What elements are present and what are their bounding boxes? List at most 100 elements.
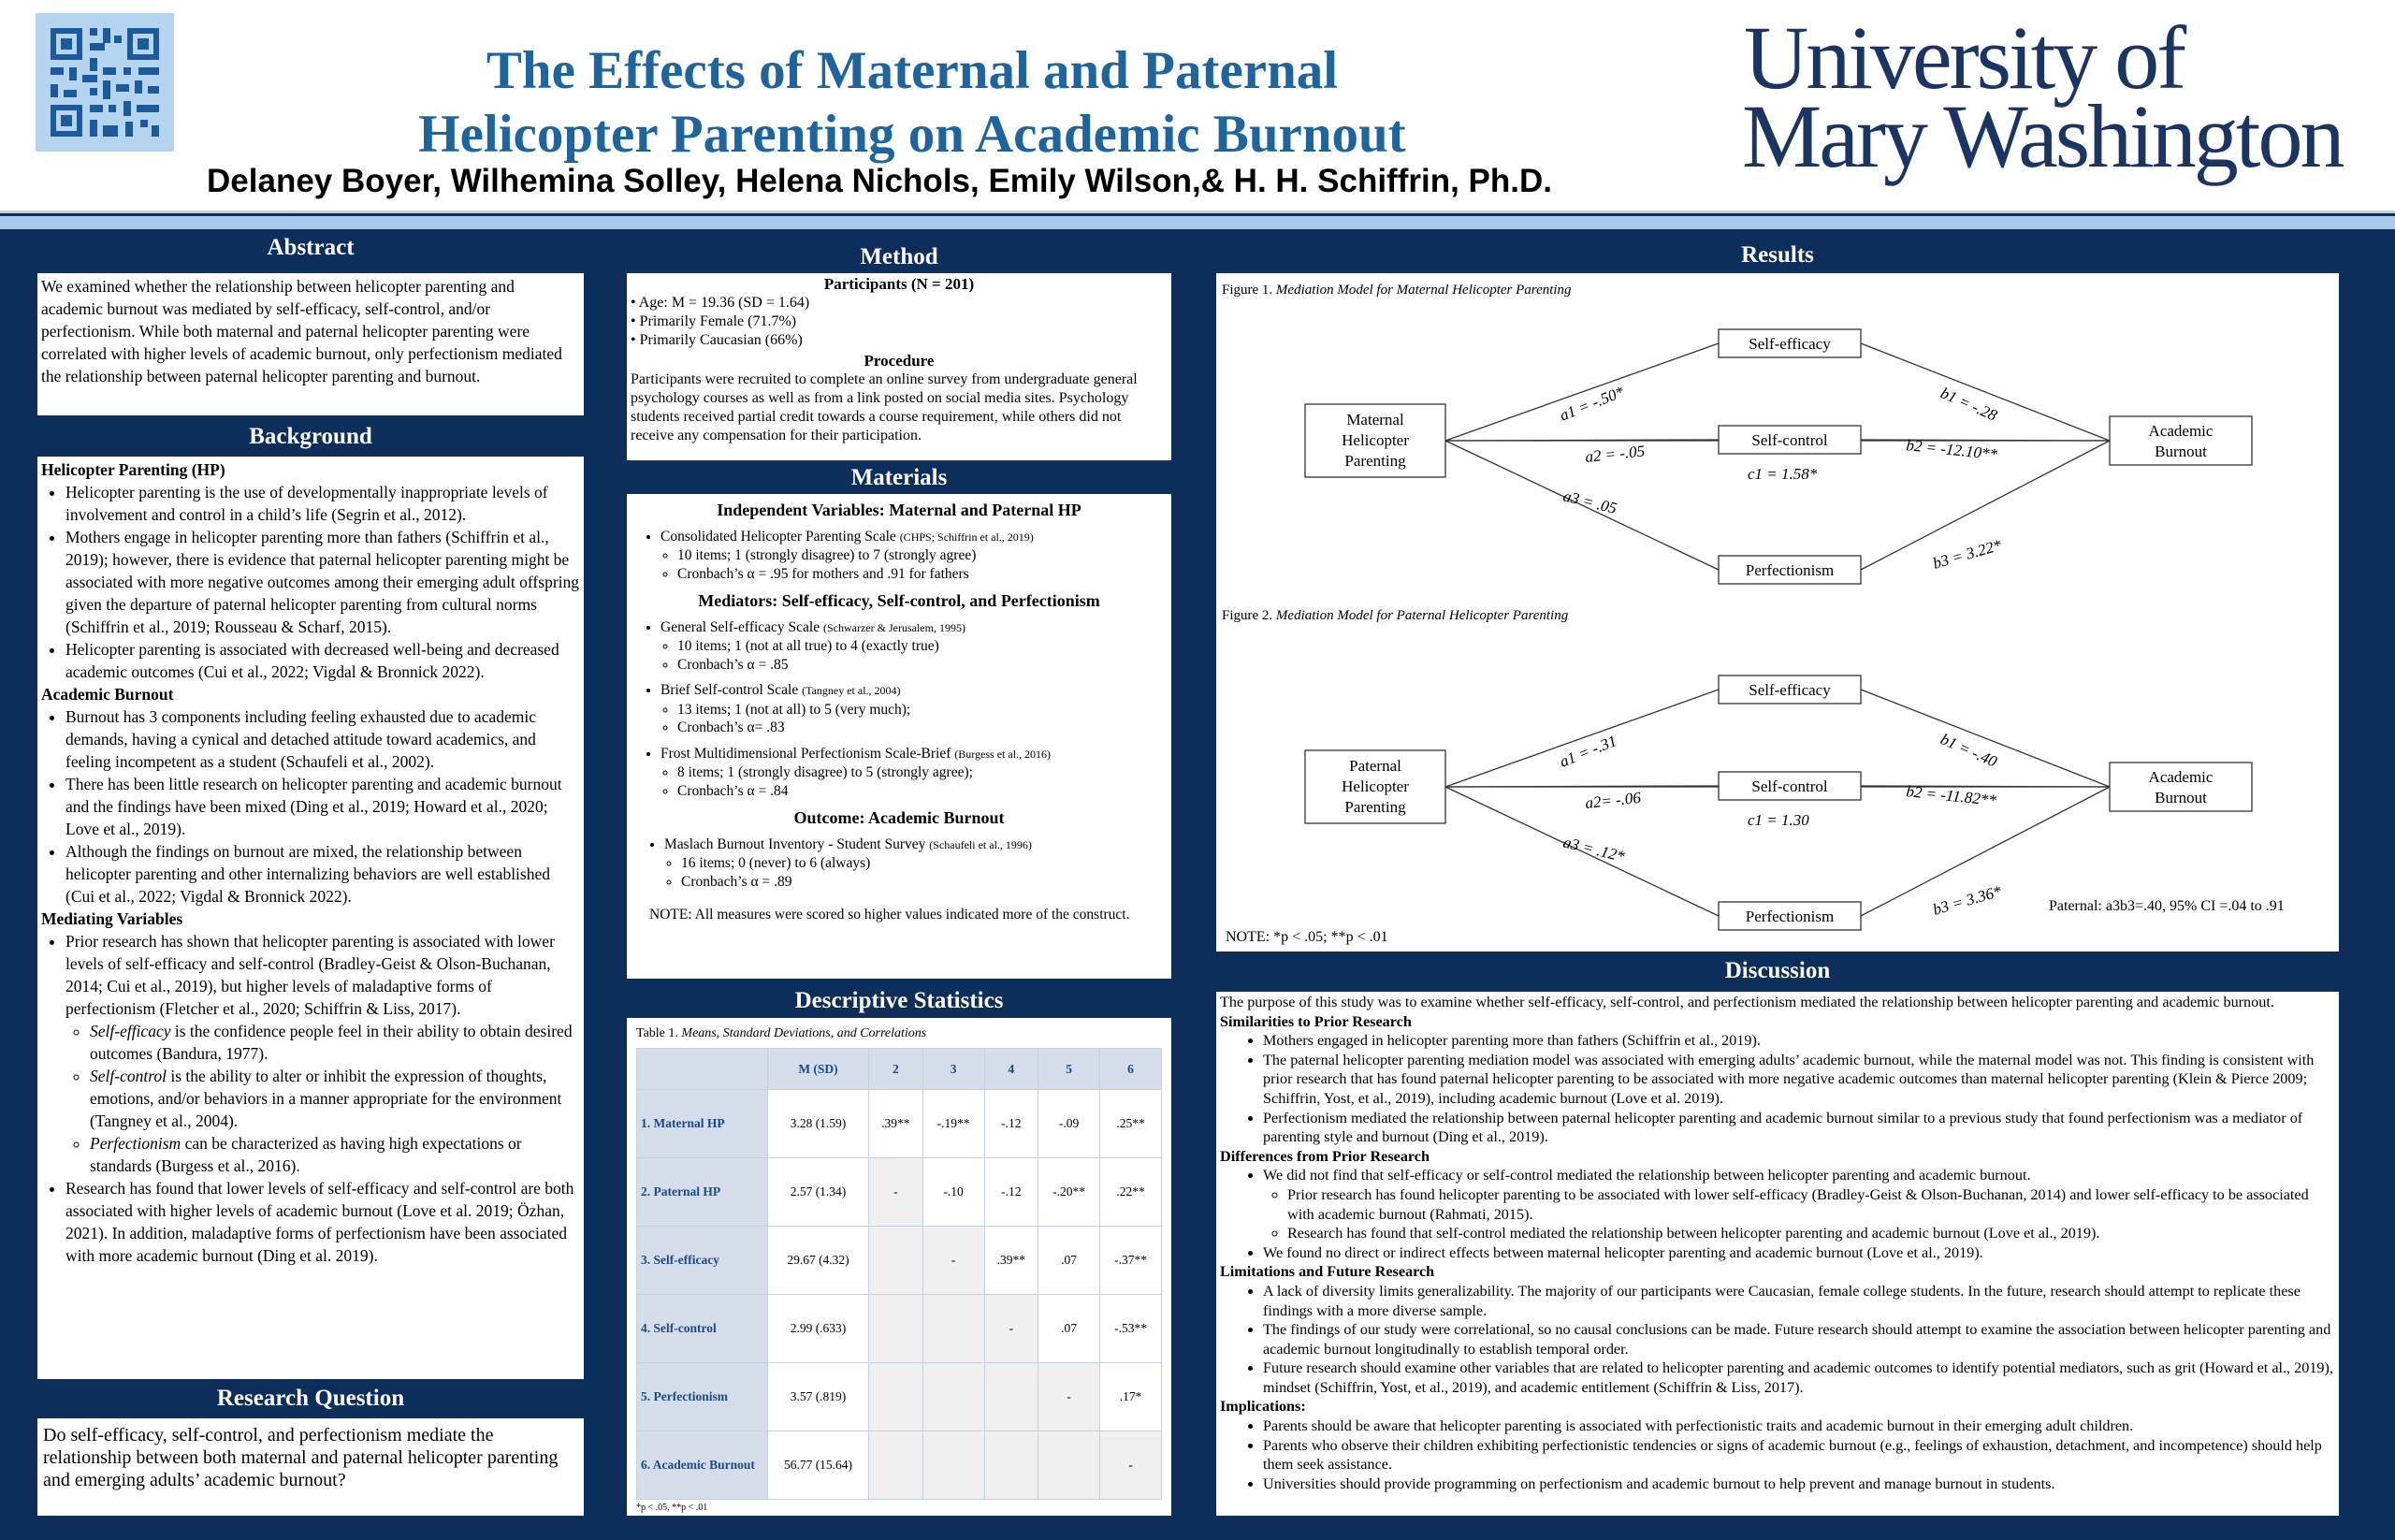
row-label: 1. Maternal HP — [636, 1089, 768, 1158]
list-item: The paternal helicopter parenting mediat… — [1263, 1051, 2335, 1109]
table-cell — [868, 1431, 923, 1500]
materials-note: NOTE: All measures were scored so higher… — [649, 907, 1130, 923]
outcome-label: Academic — [2149, 422, 2214, 440]
results-box: Figure 1. Mediation Model for Maternal H… — [1216, 273, 2339, 952]
descriptives-heading: Descriptive Statistics — [794, 988, 1004, 1013]
a2-coefficient: a2 = -.05 — [1584, 442, 1646, 466]
list-item: Prior research has found helicopter pare… — [1287, 1185, 2335, 1224]
mediator-box — [1718, 901, 1862, 931]
participant-item: • Primarily Female (71.7%) — [631, 313, 797, 329]
mediation-figures: Figure 1. Mediation Model for Maternal H… — [1222, 283, 2285, 945]
b3-coefficient: b3 = 3.36* — [1931, 882, 2004, 919]
table-cell: 2.99 (.633) — [767, 1294, 869, 1363]
table-cell — [868, 1294, 923, 1363]
background-heading: Background — [249, 424, 372, 449]
outcome-box — [2109, 762, 2253, 812]
outcome-title: Outcome: Academic Burnout — [793, 808, 1005, 827]
qr-code-icon[interactable] — [36, 13, 174, 152]
mediator-box — [1718, 555, 1862, 585]
b1-coefficient: b1 = -.28 — [1938, 384, 2000, 425]
iv-title: Independent Variables: Maternal and Pate… — [717, 501, 1081, 519]
outcome-label: Burnout — [2155, 443, 2207, 460]
list-item: Cronbach’s α = .85 — [677, 656, 1162, 675]
method-box: Participants (N = 201) • Age: M = 19.36 … — [627, 273, 1171, 460]
table-cell: .07 — [1038, 1226, 1101, 1295]
predictor-label: Paternal — [1349, 757, 1401, 775]
mediator-label: Perfectionism — [1746, 561, 1834, 579]
outcome-list: Maslach Burnout Inventory - Student Surv… — [636, 835, 1162, 892]
table-cell: .39** — [868, 1089, 923, 1158]
similarities-subtitle: Similarities to Prior Research — [1220, 1012, 1412, 1030]
list-item: There has been little research on helico… — [65, 773, 580, 840]
ab-list: Burnout has 3 components including feeli… — [41, 705, 580, 908]
abstract-box: We examined whether the relationship bet… — [37, 273, 584, 415]
table-cell — [868, 1226, 923, 1295]
list-item: Mothers engaged in helicopter parenting … — [1263, 1031, 2335, 1051]
b1-coefficient: b1 = -.40 — [1938, 730, 2000, 771]
list-item: Helicopter parenting is the use of devel… — [65, 481, 580, 526]
results-heading: Results — [1741, 242, 1814, 268]
list-item: Cronbach’s α = .84 — [677, 782, 1162, 801]
table-cell: - — [983, 1294, 1039, 1363]
list-item: Maslach Burnout Inventory - Student Surv… — [664, 835, 1162, 892]
table-cell: 29.67 (4.32) — [767, 1226, 869, 1295]
research-question-box: Do self-efficacy, self-control, and perf… — [37, 1418, 584, 1516]
mediator-box — [1718, 328, 1862, 358]
list-item: Universities should provide programming … — [1263, 1475, 2335, 1494]
implications-list: Parents should be aware that helicopter … — [1220, 1417, 2335, 1493]
table-cell: .22** — [1099, 1157, 1162, 1227]
predictor-label: Parenting — [1344, 452, 1406, 470]
table-cell: - — [1038, 1362, 1101, 1431]
path-arrow — [1860, 342, 2111, 442]
materials-box: Independent Variables: Maternal and Pate… — [627, 494, 1171, 979]
descriptives-table: M (SD) 2 3 4 5 6 1. Maternal HP 3.28 (1.5… — [636, 1048, 1162, 1500]
table-row: 1. Maternal HP 3.28 (1.59) .39** -.19** -.12… — [636, 1089, 1162, 1158]
mv-list: Prior research has shown that helicopter… — [41, 930, 580, 1267]
list-item: Mothers engage in helicopter parenting m… — [65, 526, 580, 638]
table-cell: .07 — [1038, 1294, 1101, 1363]
list-item: A lack of diversity limits generalizabil… — [1263, 1282, 2335, 1320]
limitations-list: A lack of diversity limits generalizabil… — [1220, 1282, 2335, 1398]
table-cell: -.10 — [922, 1157, 985, 1227]
chps-list: Consolidated Helicopter Parenting Scale … — [636, 528, 1162, 584]
table-footnote: *p < .05, **p < .01 — [636, 1503, 708, 1513]
row-label: 5. Perfectionism — [636, 1362, 768, 1431]
table-cell: .25** — [1099, 1089, 1162, 1158]
column-header: 2 — [868, 1048, 923, 1090]
hp-list: Helicopter parenting is the use of devel… — [41, 481, 580, 683]
list-item: Parents should be aware that helicopter … — [1263, 1417, 2335, 1436]
results-note: NOTE: *p < .05; **p < .01 — [1226, 929, 1388, 945]
discussion-heading: Discussion — [1724, 958, 1831, 983]
mediators-title: Mediators: Self-efficacy, Self-control, … — [698, 591, 1100, 610]
mediator-box — [1718, 425, 1862, 455]
research-question-heading: Research Question — [216, 1386, 405, 1411]
header-stripe — [0, 216, 2395, 229]
poster-title-line2: Helicopter Parenting on Academic Burnout — [418, 105, 1406, 164]
method-heading: Method — [860, 244, 938, 269]
b3-coefficient: b3 = 3.22* — [1931, 536, 2004, 573]
list-item: Frost Multidimensional Perfectionism Sca… — [660, 745, 1162, 801]
list-item: Cronbach’s α= .83 — [677, 719, 1162, 737]
abstract-text: We examined whether the relationship bet… — [41, 277, 562, 385]
list-item: Perfectionism can be characterized as ha… — [90, 1132, 580, 1177]
table-cell: - — [922, 1226, 985, 1295]
path-arrow — [1860, 689, 2111, 788]
research-question-text: Do self-efficacy, self-control, and perf… — [43, 1425, 559, 1490]
list-item: Helicopter parenting is associated with … — [65, 638, 580, 683]
column-header: M (SD) — [767, 1048, 869, 1090]
table-header-row: M (SD) 2 3 4 5 6 — [636, 1048, 1162, 1090]
table-row: 5. Perfectionism 3.57 (.819) - .17* — [636, 1362, 1162, 1431]
table-cell — [922, 1431, 985, 1500]
outcome-box — [2109, 415, 2253, 466]
mediator-label: Self-efficacy — [1749, 681, 1831, 699]
table-cell: - — [868, 1157, 923, 1227]
participant-item: • Age: M = 19.36 (SD = 1.64) — [631, 295, 810, 311]
outcome-label: Academic — [2149, 768, 2214, 786]
list-item: 10 items; 1 (strongly disagree) to 7 (st… — [677, 546, 1162, 565]
table-row: 4. Self-control 2.99 (.633) - .07 -.53** — [636, 1294, 1162, 1363]
table-cell: - — [1099, 1431, 1162, 1500]
list-item: We did not find that self-efficacy or se… — [1263, 1166, 2335, 1185]
list-item: Although the findings on burnout are mix… — [65, 840, 580, 908]
figure2-diagram: Paternal Helicopter Parenting Academic Burno… — [1304, 675, 2253, 931]
discussion-intro: The purpose of this study was to examine… — [1220, 994, 2274, 1010]
